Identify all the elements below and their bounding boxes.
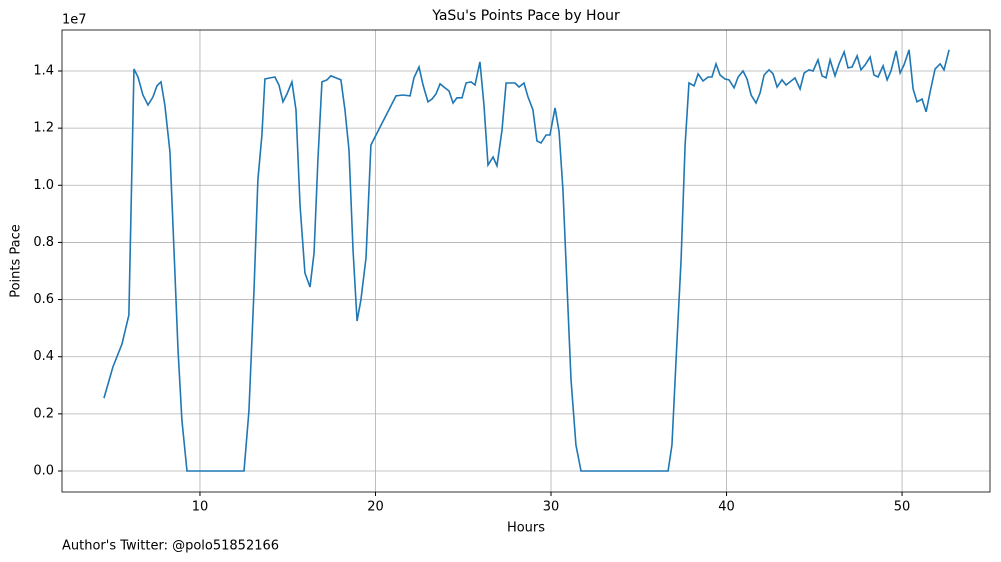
data-line — [103, 49, 950, 472]
chart-title: YaSu's Points Pace by Hour — [431, 8, 620, 24]
y-axis-label: Points Pace — [9, 224, 24, 298]
y-tick-label: 0.6 — [33, 292, 54, 307]
y-tick-label: 0.8 — [33, 235, 54, 250]
x-tick-label: 20 — [367, 500, 384, 515]
y-tick-label: 1.0 — [33, 178, 54, 193]
x-tick-label: 10 — [192, 500, 209, 515]
y-tick-label: 0.0 — [33, 464, 54, 479]
y-tick-label: 0.4 — [33, 349, 54, 364]
footnote: Author's Twitter: @polo51852166 — [62, 539, 279, 554]
y-tick-label: 0.2 — [33, 406, 54, 421]
x-tick-label: 30 — [543, 500, 560, 515]
x-axis-label: Hours — [507, 521, 545, 536]
y-offset-label: 1e7 — [62, 13, 87, 28]
x-tick-label: 40 — [718, 500, 735, 515]
y-tick-label: 1.2 — [33, 121, 54, 136]
y-tick-label: 1.4 — [33, 64, 54, 79]
plot-frame — [61, 29, 991, 493]
x-tick-label: 50 — [894, 500, 911, 515]
